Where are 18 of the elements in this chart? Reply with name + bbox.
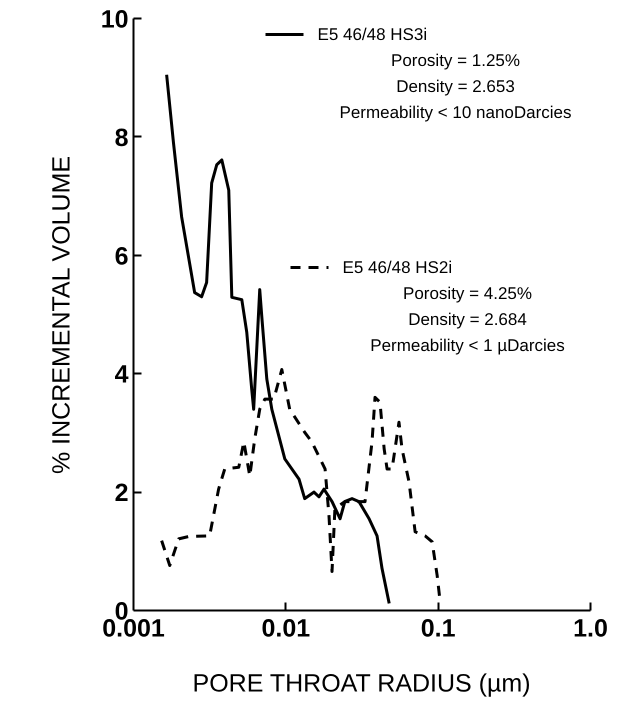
y-tick-label: 10 [100, 6, 129, 34]
annotation: Density = 2.684 [408, 310, 527, 329]
x-tick-label: 0.1 [420, 614, 456, 642]
y-axis-title: % INCREMENTAL VOLUME [48, 156, 76, 474]
annotation: Permeability < 1 µDarcies [370, 336, 565, 355]
y-tick-label: 4 [114, 360, 129, 389]
y-tick-label: 2 [114, 479, 128, 508]
y-tick-label: 8 [114, 124, 129, 152]
x-tick-label: 1.0 [573, 614, 608, 642]
legend-label: E5 46/48 HS2i [342, 258, 452, 277]
annotation: Porosity = 4.25% [403, 284, 532, 303]
annotation: Density = 2.653 [396, 77, 515, 96]
y-tick-label: 6 [114, 242, 128, 270]
x-tick-label: 0.01 [262, 614, 310, 642]
legend-label: E5 46/48 HS3i [318, 25, 428, 44]
annotation: Permeability < 10 nanoDarcies [340, 103, 572, 122]
x-axis-title: PORE THROAT RADIUS (µm) [192, 670, 531, 698]
annotation: Porosity = 1.25% [391, 51, 520, 70]
